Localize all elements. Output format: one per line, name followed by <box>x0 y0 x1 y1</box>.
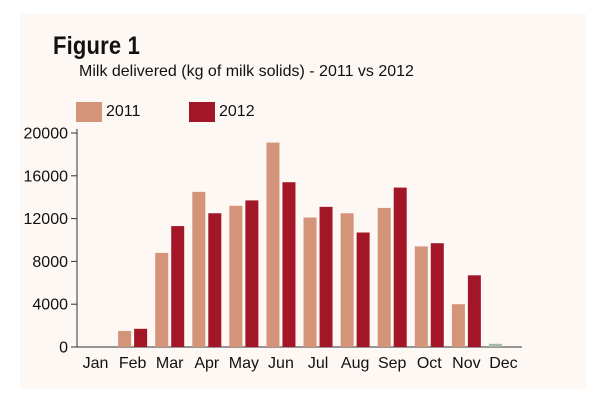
x-tick-label: Jul <box>308 355 328 372</box>
bar-2012-apr <box>208 213 222 347</box>
y-tick-label: 12000 <box>24 211 69 228</box>
x-tick-label: Nov <box>452 355 480 372</box>
bar-2011-may <box>229 205 243 347</box>
bar-2012-oct <box>430 243 444 347</box>
legend-label-2012: 2012 <box>219 103 255 120</box>
x-tick-label: May <box>229 355 259 372</box>
x-tick-label: Aug <box>341 355 369 372</box>
bar-2011-nov <box>451 304 465 347</box>
legend-label-2011: 2011 <box>106 103 141 120</box>
bar-2012-aug <box>356 232 370 347</box>
chart-panel <box>20 14 586 389</box>
bar-2012-feb <box>134 328 148 347</box>
bar-2012-nov <box>467 275 481 347</box>
x-tick-label: Jan <box>83 355 109 372</box>
y-tick-label: 8000 <box>32 254 68 271</box>
figure-title: Figure 1 <box>53 32 140 60</box>
legend-swatch-2011 <box>76 102 102 122</box>
x-tick-label: Feb <box>119 355 147 372</box>
bar-2011-oct <box>414 246 428 347</box>
bar-2012-sep <box>393 187 407 347</box>
y-tick-label: 20000 <box>24 126 69 143</box>
bar-2011-jun <box>266 142 280 347</box>
bar-2012-jun <box>282 182 296 347</box>
x-tick-label: Apr <box>194 355 220 372</box>
bar-2011-apr <box>192 191 206 347</box>
y-tick-label: 16000 <box>24 168 69 185</box>
bar-2011-dec <box>488 343 502 347</box>
bar-2011-jul <box>303 217 317 347</box>
bar-2012-jul <box>319 206 333 347</box>
x-tick-label: Oct <box>417 355 442 372</box>
bar-2012-may <box>245 200 259 347</box>
x-tick-label: Jun <box>268 355 294 372</box>
bar-2011-feb <box>118 330 132 347</box>
y-tick-label: 4000 <box>32 297 68 314</box>
bar-2011-mar <box>155 252 169 347</box>
x-tick-label: Dec <box>489 355 517 372</box>
x-tick-label: Mar <box>156 355 184 372</box>
legend-swatch-2012 <box>189 102 215 122</box>
bar-2011-sep <box>377 207 391 347</box>
figure-subtitle: Milk delivered (kg of milk solids) - 201… <box>79 63 414 80</box>
x-tick-label: Sep <box>378 355 407 372</box>
bar-2012-mar <box>171 226 185 347</box>
y-tick-label: 0 <box>59 340 68 357</box>
bar-2011-aug <box>340 213 354 347</box>
